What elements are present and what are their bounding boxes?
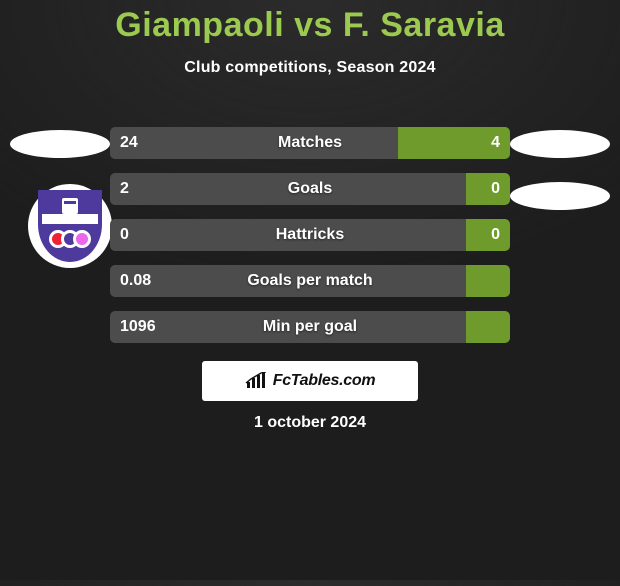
stat-left-value: 24: [110, 127, 398, 159]
stats-panel: 244Matches 20Goals 00Hattricks 0.08Goals pe…: [110, 127, 510, 357]
footer-date: 1 october 2024: [0, 414, 620, 432]
brand-box: FcTables.com: [202, 361, 418, 401]
club-crest-left: [28, 184, 112, 268]
page-subtitle: Club competitions, Season 2024: [0, 59, 620, 77]
player-right-ellipse: [510, 130, 610, 158]
stat-right-value: [466, 265, 510, 297]
stat-row: 1096Min per goal: [110, 311, 510, 343]
shield-icon: [38, 190, 102, 262]
page-title: Giampaoli vs F. Saravia: [0, 6, 620, 45]
brand-label: FcTables.com: [273, 372, 376, 390]
stat-right-value: [466, 311, 510, 343]
stat-row: 20Goals: [110, 173, 510, 205]
stat-right-value: 0: [466, 219, 510, 251]
stat-row: 00Hattricks: [110, 219, 510, 251]
stat-right-value: 0: [466, 173, 510, 205]
root: Giampaoli vs F. Saravia Club competition…: [0, 6, 620, 586]
stat-left-value: 1096: [110, 311, 466, 343]
bar-chart-icon: [245, 372, 267, 390]
stat-row: 0.08Goals per match: [110, 265, 510, 297]
stat-left-value: 0.08: [110, 265, 466, 297]
stat-left-value: 0: [110, 219, 466, 251]
stat-row: 244Matches: [110, 127, 510, 159]
stat-left-value: 2: [110, 173, 466, 205]
player-left-ellipse: [10, 130, 110, 158]
player-right-ellipse-2: [510, 182, 610, 210]
stat-right-value: 4: [398, 127, 510, 159]
